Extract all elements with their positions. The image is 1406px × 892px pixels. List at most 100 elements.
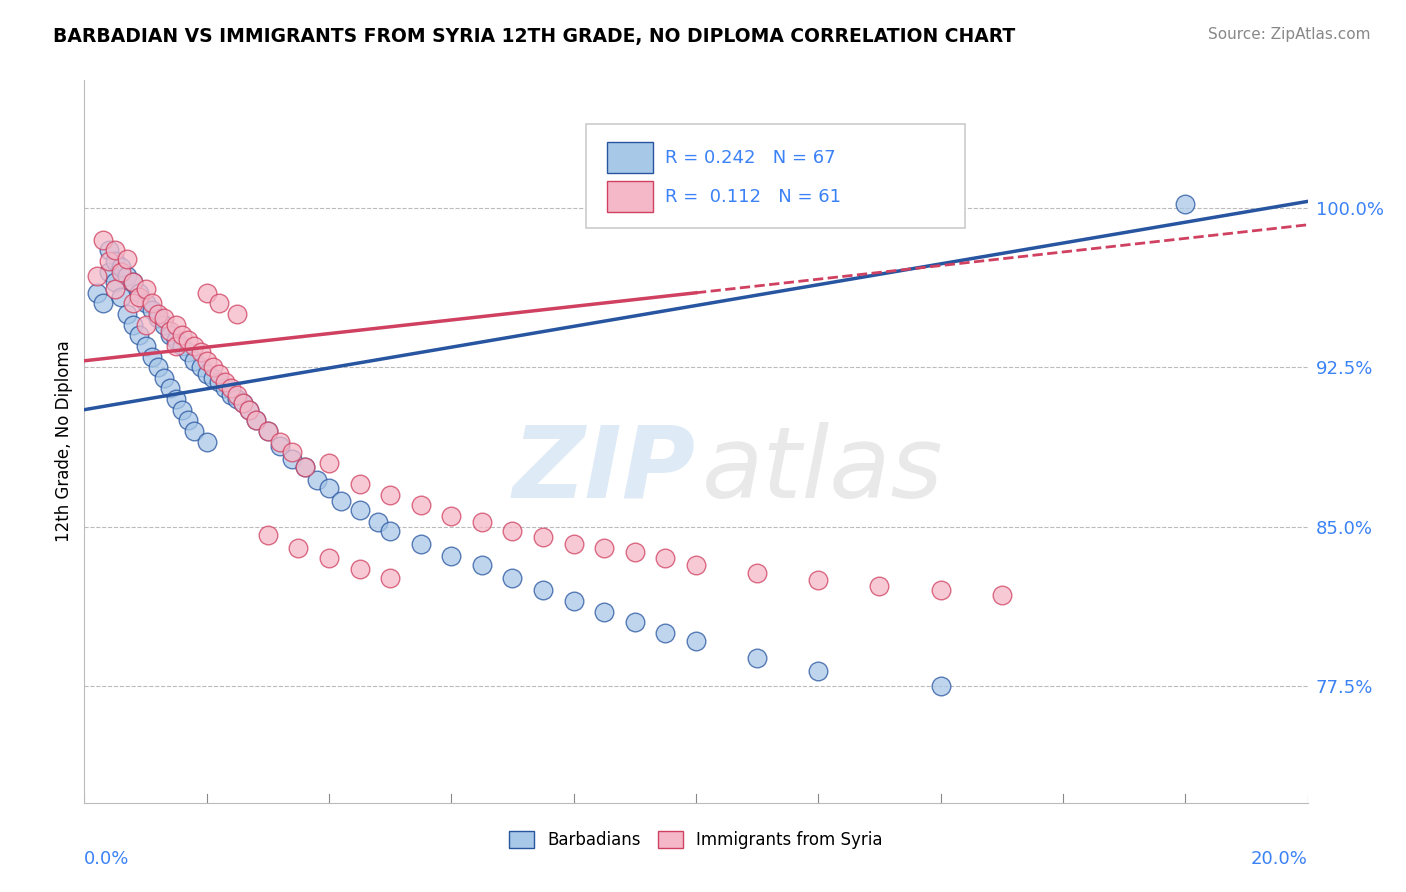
Point [135,281,157,295]
Point [807,573,830,587]
Point [104,275,127,289]
Point [269,434,291,449]
Point [562,594,585,608]
Point [409,536,432,550]
Point [294,460,316,475]
Point [183,339,205,353]
Point [141,350,163,364]
Point [177,333,200,347]
Point [232,396,254,410]
Point [238,402,260,417]
Point [226,392,249,406]
Point [172,328,194,343]
Point [208,296,231,310]
Point [440,549,463,564]
Point [471,516,494,530]
Text: Source: ZipAtlas.com: Source: ZipAtlas.com [1208,27,1371,42]
Text: 0.0%: 0.0% [84,849,129,868]
Point [195,367,218,381]
Point [128,285,150,300]
Point [110,260,132,275]
Point [624,615,647,629]
Point [440,508,463,523]
Point [195,285,218,300]
Point [869,579,891,593]
Point [269,439,291,453]
Point [747,566,769,581]
Bar [606,143,654,173]
Point [165,318,187,332]
Point [807,664,830,678]
Point [929,583,952,598]
Point [409,498,432,512]
Point [115,307,138,321]
Point [294,460,316,475]
Point [122,275,145,289]
Text: R =  0.112   N = 61: R = 0.112 N = 61 [665,187,841,205]
Point [281,445,304,459]
Point [214,375,236,389]
Point [257,424,280,438]
Point [91,296,114,310]
Text: 20.0%: 20.0% [1251,849,1308,868]
Point [110,264,132,278]
Point [172,402,194,417]
Point [685,558,707,572]
Point [183,424,205,438]
Point [110,290,132,304]
Y-axis label: 12th Grade, No Diploma: 12th Grade, No Diploma [55,341,73,542]
Point [593,541,616,555]
Point [91,233,114,247]
Point [97,254,120,268]
Point [654,625,676,640]
Point [219,388,242,402]
Point [929,679,952,693]
Point [201,371,224,385]
Point [159,328,181,343]
Point [380,570,402,584]
Point [86,285,108,300]
Text: R = 0.242   N = 67: R = 0.242 N = 67 [665,149,837,167]
Point [165,392,187,406]
Point [104,244,127,258]
Point [190,345,212,359]
Point [232,396,254,410]
Point [245,413,267,427]
Point [226,388,249,402]
Point [380,524,402,538]
Point [281,451,304,466]
Point [318,481,340,495]
Point [208,375,231,389]
Point [502,524,524,538]
Point [330,494,353,508]
Point [349,477,371,491]
Point [214,381,236,395]
Point [380,488,402,502]
Point [122,318,145,332]
Point [135,339,157,353]
Text: atlas: atlas [702,422,943,519]
Point [226,307,249,321]
Point [141,302,163,317]
Point [1174,196,1197,211]
Point [219,381,242,395]
Point [531,583,554,598]
Point [183,353,205,368]
Point [153,371,176,385]
Point [146,307,169,321]
Point [115,252,138,266]
Point [128,328,150,343]
Point [122,275,145,289]
Legend: Barbadians, Immigrants from Syria: Barbadians, Immigrants from Syria [502,824,890,856]
Point [471,558,494,572]
Point [257,528,280,542]
Text: BARBADIAN VS IMMIGRANTS FROM SYRIA 12TH GRADE, NO DIPLOMA CORRELATION CHART: BARBADIAN VS IMMIGRANTS FROM SYRIA 12TH … [53,27,1015,45]
Point [257,424,280,438]
Point [531,530,554,544]
Point [367,516,389,530]
Point [349,562,371,576]
Point [104,281,127,295]
Point [593,605,616,619]
Point [654,551,676,566]
Point [104,254,127,268]
